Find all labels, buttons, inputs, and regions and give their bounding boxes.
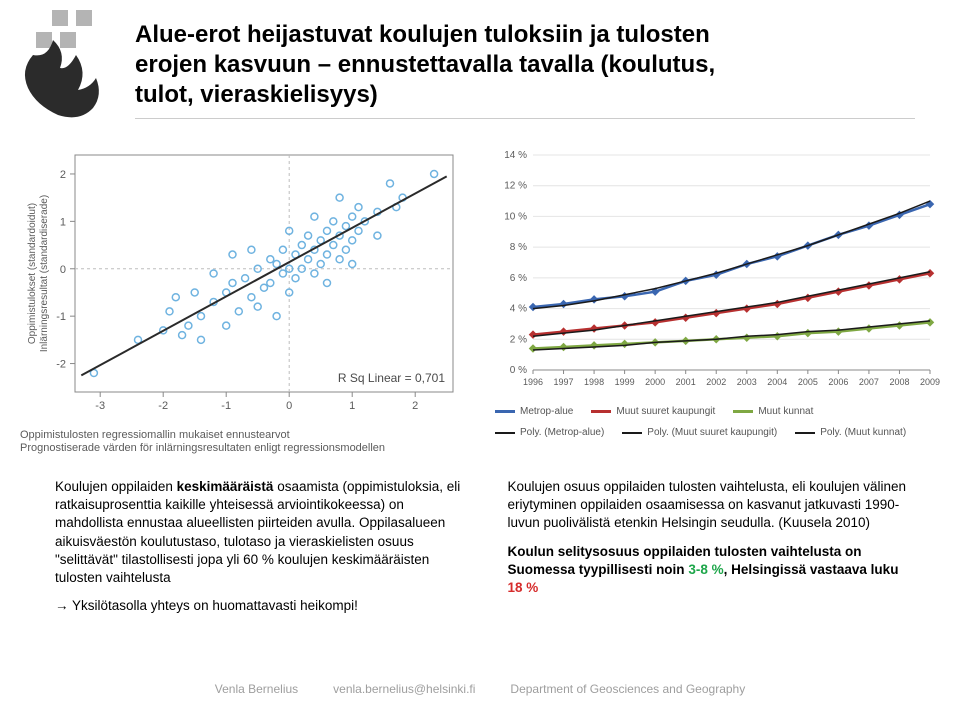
svg-text:2006: 2006 (828, 377, 848, 387)
svg-text:2001: 2001 (676, 377, 696, 387)
svg-text:14 %: 14 % (504, 150, 527, 161)
svg-text:2: 2 (412, 400, 418, 412)
title-line-3: tulot, vieraskielisyys) (135, 81, 378, 108)
footer-email: venla.bernelius@helsinki.fi (333, 682, 475, 696)
svg-text:1996: 1996 (523, 377, 543, 387)
line-chart-legend: Metrop-alue Muut suuret kaupungit Muut k… (495, 406, 940, 438)
svg-text:2 %: 2 % (510, 334, 527, 345)
legend-poly-muut-suuret: Poly. (Muut suuret kaupungit) (622, 427, 777, 438)
svg-text:-1: -1 (221, 400, 231, 412)
svg-text:4 %: 4 % (510, 304, 527, 315)
svg-text:0: 0 (286, 400, 292, 412)
line-chart: 0 % 2 % 4 % 6 % 8 % 10 % 12 % 14 % 1996 1997 1998 1… (495, 145, 940, 460)
legend-poly-muut-kunnat: Poly. (Muut kunnat) (795, 427, 906, 438)
svg-text:2008: 2008 (889, 377, 909, 387)
svg-text:2000: 2000 (645, 377, 665, 387)
right-para-2: Koulun selitysosuus oppilaiden tulosten … (508, 543, 916, 598)
footer: Venla Bernelius venla.bernelius@helsinki… (0, 682, 960, 696)
svg-text:1999: 1999 (615, 377, 635, 387)
svg-text:-1: -1 (56, 311, 66, 323)
scatter-caption-2: Prognostiserade värden för inlärningsres… (20, 442, 465, 455)
svg-text:-2: -2 (158, 400, 168, 412)
scatter-svg: -3 -2 -1 0 1 2 -2 -1 0 1 2 Oppimistulokset (standar… (20, 145, 465, 420)
svg-text:1: 1 (349, 400, 355, 412)
svg-text:10 %: 10 % (504, 211, 527, 222)
svg-text:-3: -3 (95, 400, 105, 412)
scatter-caption-1: Oppimistulosten regressiomallin mukaiset… (20, 429, 465, 442)
title-divider (135, 118, 915, 119)
legend-poly-metrop: Poly. (Metrop-alue) (495, 427, 604, 438)
scatter-chart: -3 -2 -1 0 1 2 -2 -1 0 1 2 Oppimistulokset (standar… (20, 145, 465, 460)
svg-text:2004: 2004 (767, 377, 787, 387)
title-line-2: erojen kasvuun – ennustettavalla tavalla… (135, 51, 715, 78)
logo-flame (18, 10, 108, 130)
right-para-1: Koulujen osuus oppilaiden tulosten vaiht… (508, 478, 916, 533)
legend-muut-kunnat: Muut kunnat (733, 406, 813, 417)
svg-text:2007: 2007 (859, 377, 879, 387)
svg-text:1: 1 (60, 216, 66, 228)
svg-text:2: 2 (60, 169, 66, 181)
svg-text:8 %: 8 % (510, 242, 527, 253)
svg-text:2002: 2002 (706, 377, 726, 387)
svg-text:R Sq Linear = 0,701: R Sq Linear = 0,701 (338, 371, 445, 385)
svg-text:2009: 2009 (920, 377, 940, 387)
text-column-right: Koulujen osuus oppilaiden tulosten vaiht… (508, 478, 916, 626)
svg-text:1998: 1998 (584, 377, 604, 387)
title-line-1: Alue-erot heijastuvat koulujen tuloksiin… (135, 21, 710, 48)
svg-text:12 %: 12 % (504, 181, 527, 192)
svg-text:2003: 2003 (737, 377, 757, 387)
footer-dept: Department of Geosciences and Geography (510, 682, 745, 696)
text-column-left: Koulujen oppilaiden keskimääräistä osaam… (55, 478, 463, 626)
page-title: Alue-erot heijastuvat koulujen tuloksiin… (135, 20, 915, 119)
svg-text:0: 0 (60, 264, 66, 276)
svg-text:Oppimistulokset (standardoidut: Oppimistulokset (standardoidut) (27, 203, 38, 344)
line-svg: 0 % 2 % 4 % 6 % 8 % 10 % 12 % 14 % 1996 1997 1998 1… (495, 145, 940, 395)
legend-metrop: Metrop-alue (495, 406, 573, 417)
left-para-2: → Yksilötasolla yhteys on huomattavasti … (55, 597, 463, 615)
svg-text:1997: 1997 (554, 377, 574, 387)
footer-name: Venla Bernelius (215, 682, 298, 696)
svg-text:2005: 2005 (798, 377, 818, 387)
svg-text:Inlärningsresultat (standardis: Inlärningsresultat (standardiserade) (39, 195, 50, 352)
svg-text:0 %: 0 % (510, 365, 527, 376)
svg-text:-2: -2 (56, 359, 66, 371)
svg-text:6 %: 6 % (510, 273, 527, 284)
legend-muut-suuret: Muut suuret kaupungit (591, 406, 715, 417)
